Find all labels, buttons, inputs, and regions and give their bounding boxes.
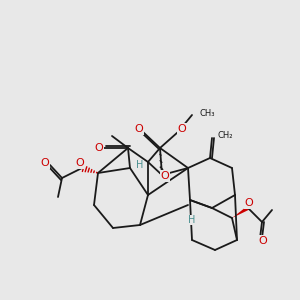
Text: CH₂: CH₂ (217, 130, 233, 140)
Text: O: O (76, 158, 84, 168)
Text: O: O (40, 158, 50, 168)
Text: CH₃: CH₃ (200, 109, 215, 118)
Text: H: H (136, 160, 144, 170)
Text: H: H (188, 215, 196, 225)
Text: O: O (160, 171, 169, 181)
Text: O: O (259, 236, 267, 246)
Text: O: O (135, 124, 143, 134)
Text: O: O (94, 143, 103, 153)
Text: O: O (178, 124, 186, 134)
Polygon shape (232, 206, 249, 218)
Text: O: O (244, 198, 253, 208)
